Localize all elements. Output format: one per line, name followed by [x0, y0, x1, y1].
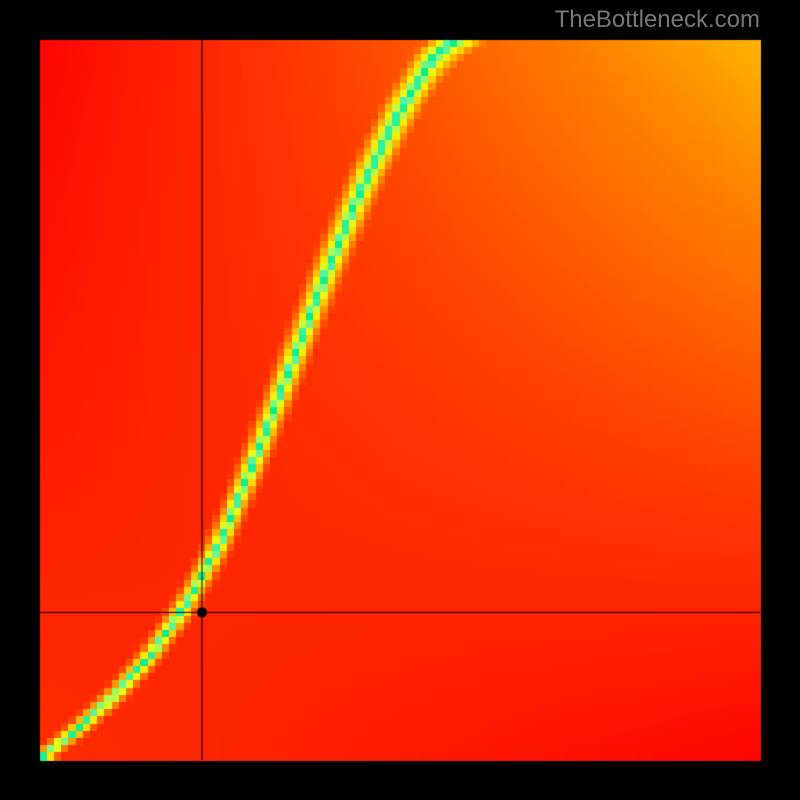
watermark-text: TheBottleneck.com	[555, 6, 760, 34]
bottleneck-heatmap	[0, 0, 800, 800]
chart-container: TheBottleneck.com	[0, 0, 800, 800]
